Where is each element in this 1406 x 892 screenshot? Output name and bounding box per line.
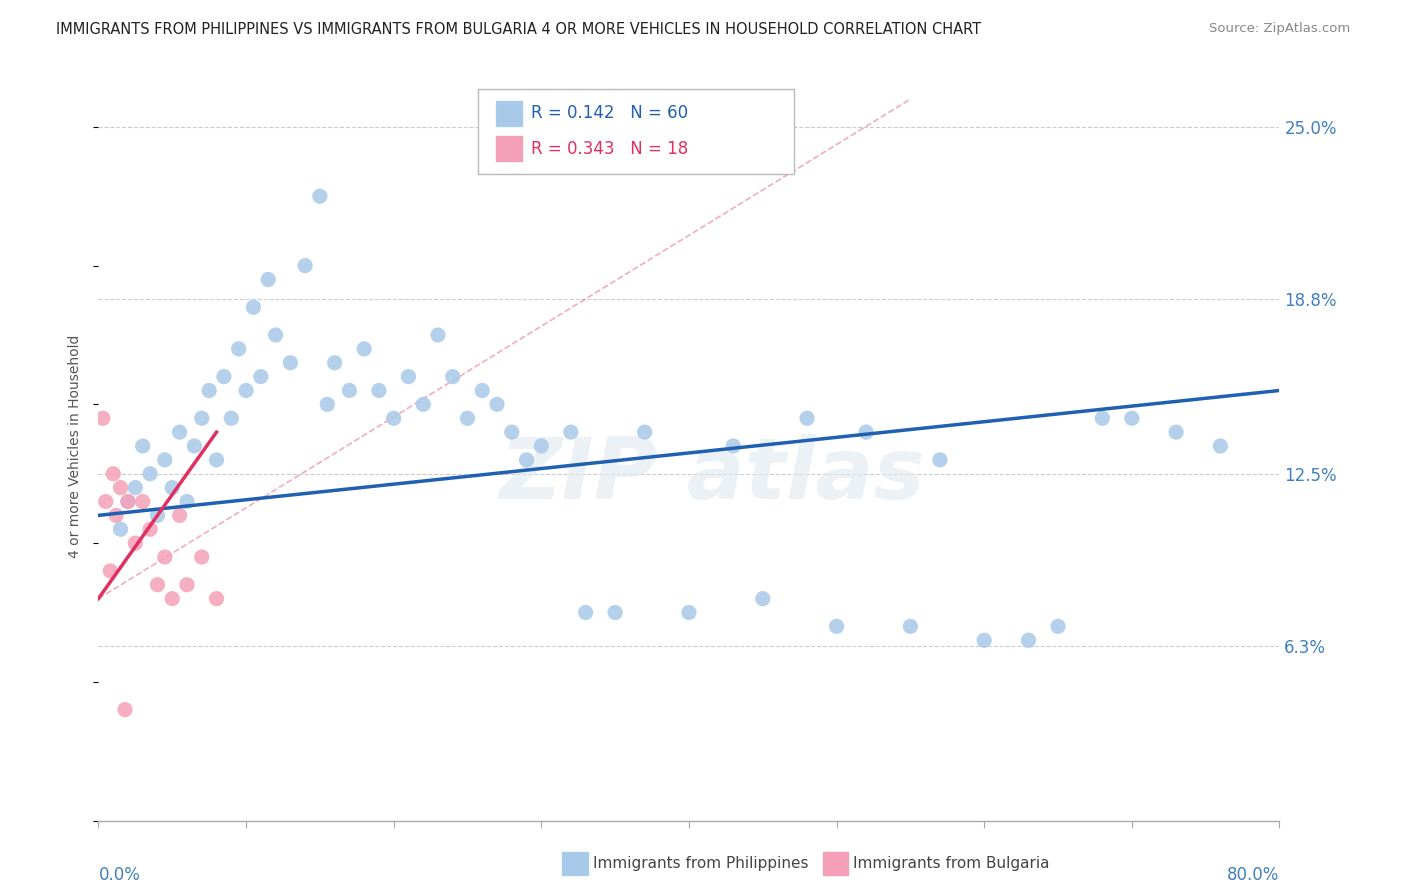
Point — [124, 481, 146, 495]
Point — [752, 591, 775, 606]
Point — [110, 522, 132, 536]
Point — [139, 467, 162, 481]
Point — [221, 411, 243, 425]
Point — [530, 439, 553, 453]
Point — [191, 549, 214, 564]
Point — [973, 633, 995, 648]
Point — [575, 606, 598, 620]
Text: Immigrants from Philippines: Immigrants from Philippines — [593, 856, 808, 871]
Point — [169, 508, 191, 523]
Point — [1209, 439, 1232, 453]
Point — [1047, 619, 1070, 633]
Point — [309, 189, 332, 203]
Point — [353, 342, 375, 356]
Point — [796, 411, 818, 425]
Point — [855, 425, 877, 439]
Point — [427, 328, 450, 343]
Point — [110, 481, 132, 495]
Text: 0.0%: 0.0% — [98, 865, 141, 884]
Point — [98, 564, 121, 578]
Point — [398, 369, 420, 384]
Point — [1091, 411, 1114, 425]
Point — [153, 549, 176, 564]
Point — [1166, 425, 1188, 439]
Point — [235, 384, 257, 398]
Point — [146, 578, 169, 592]
Point — [316, 397, 339, 411]
Text: 80.0%: 80.0% — [1227, 865, 1279, 884]
Point — [117, 494, 139, 508]
Point — [124, 536, 146, 550]
Point — [146, 508, 169, 523]
Point — [205, 453, 228, 467]
Point — [242, 300, 264, 314]
Text: R = 0.343   N = 18: R = 0.343 N = 18 — [531, 140, 689, 158]
Point — [169, 425, 191, 439]
Point — [264, 328, 287, 343]
Point — [825, 619, 848, 633]
Text: R = 0.142   N = 60: R = 0.142 N = 60 — [531, 104, 689, 122]
Point — [280, 356, 302, 370]
Point — [91, 411, 114, 425]
Point — [323, 356, 346, 370]
Point — [605, 606, 627, 620]
Point — [900, 619, 922, 633]
Point — [132, 494, 155, 508]
Point — [117, 494, 139, 508]
Point — [294, 259, 316, 273]
Point — [132, 439, 155, 453]
Point — [339, 384, 361, 398]
Point — [457, 411, 479, 425]
Point — [94, 494, 117, 508]
Point — [162, 591, 183, 606]
Point — [257, 272, 280, 286]
Point — [114, 703, 136, 717]
Text: Immigrants from Bulgaria: Immigrants from Bulgaria — [853, 856, 1050, 871]
Point — [560, 425, 582, 439]
Point — [228, 342, 250, 356]
Point — [516, 453, 538, 467]
Point — [205, 591, 228, 606]
Point — [412, 397, 434, 411]
Point — [103, 467, 125, 481]
Point — [139, 522, 162, 536]
Point — [153, 453, 176, 467]
Point — [162, 481, 183, 495]
Point — [1121, 411, 1143, 425]
Point — [183, 439, 205, 453]
Point — [1018, 633, 1040, 648]
Point — [191, 411, 214, 425]
Point — [929, 453, 952, 467]
Text: ZIP atlas: ZIP atlas — [499, 434, 925, 517]
Point — [501, 425, 523, 439]
Point — [368, 384, 391, 398]
Point — [212, 369, 235, 384]
Point — [723, 439, 745, 453]
Point — [176, 494, 198, 508]
Point — [105, 508, 128, 523]
Point — [441, 369, 464, 384]
Point — [486, 397, 509, 411]
Text: Source: ZipAtlas.com: Source: ZipAtlas.com — [1209, 22, 1350, 36]
Point — [678, 606, 700, 620]
Point — [634, 425, 657, 439]
Text: IMMIGRANTS FROM PHILIPPINES VS IMMIGRANTS FROM BULGARIA 4 OR MORE VEHICLES IN HO: IMMIGRANTS FROM PHILIPPINES VS IMMIGRANT… — [56, 22, 981, 37]
Point — [250, 369, 273, 384]
Point — [198, 384, 221, 398]
Y-axis label: 4 or more Vehicles in Household: 4 or more Vehicles in Household — [69, 334, 83, 558]
Point — [471, 384, 494, 398]
Point — [176, 578, 198, 592]
Point — [382, 411, 405, 425]
